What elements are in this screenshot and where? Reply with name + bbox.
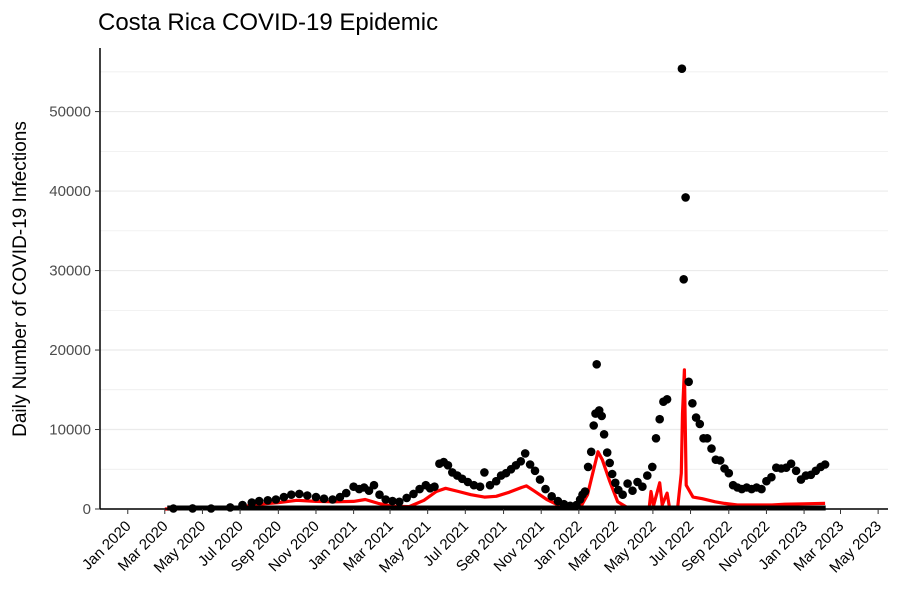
- data-point: [271, 495, 281, 504]
- data-point: [530, 466, 540, 476]
- data-point: [295, 489, 304, 499]
- y-tick-label: 0: [83, 501, 91, 518]
- data-point: [599, 430, 609, 439]
- data-point: [328, 495, 337, 504]
- data-point: [238, 500, 247, 510]
- data-point: [628, 486, 637, 496]
- data-point: [602, 448, 612, 457]
- data-point: [263, 496, 273, 505]
- data-point: [395, 497, 404, 507]
- data-point: [369, 480, 379, 490]
- data-point: [597, 411, 606, 421]
- data-point: [592, 360, 601, 369]
- data-point: [279, 492, 289, 502]
- data-point: [677, 64, 687, 73]
- data-point: [480, 468, 489, 477]
- data-point: [638, 482, 647, 492]
- data-point: [618, 490, 627, 500]
- red-line-series: [164, 368, 826, 511]
- data-point: [757, 484, 766, 494]
- data-point: [381, 495, 391, 504]
- data-point: [335, 492, 345, 502]
- data-point: [409, 489, 418, 499]
- data-point: [485, 480, 495, 490]
- data-point: [786, 459, 796, 469]
- data-point: [648, 462, 657, 472]
- data-point: [225, 503, 235, 512]
- y-tick-label: 10000: [49, 422, 91, 439]
- data-point: [341, 488, 351, 498]
- data-point: [287, 490, 296, 500]
- data-point: [820, 460, 830, 469]
- data-point: [583, 462, 593, 472]
- data-point: [681, 193, 690, 202]
- data-point: [679, 275, 688, 284]
- data-point: [580, 487, 590, 496]
- data-point: [364, 486, 374, 496]
- grid: [100, 71, 888, 510]
- data-point: [586, 447, 596, 457]
- data-point: [791, 466, 801, 476]
- data-point: [605, 458, 614, 468]
- y-tick-label: 20000: [49, 342, 91, 359]
- data-point: [715, 456, 725, 465]
- data-point: [516, 457, 526, 466]
- data-point: [695, 419, 705, 429]
- chart-title: Costa Rica COVID-19 Epidemic: [98, 9, 438, 36]
- data-point: [643, 471, 652, 480]
- data-point: [443, 461, 453, 470]
- data-point: [388, 496, 397, 506]
- data-point: [684, 377, 693, 387]
- data-point: [254, 496, 264, 506]
- data-point: [541, 484, 550, 494]
- data-point: [547, 492, 556, 501]
- data-point: [520, 449, 530, 458]
- data-point: [611, 478, 620, 488]
- data-point: [662, 395, 672, 404]
- data-point: [430, 482, 439, 492]
- data-point: [311, 492, 321, 502]
- y-tick-label: 30000: [49, 263, 91, 280]
- data-point: [623, 479, 632, 488]
- data-point: [589, 421, 598, 430]
- data-point: [724, 468, 734, 478]
- series-line: [164, 368, 826, 511]
- data-point: [303, 491, 312, 500]
- data-point: [475, 482, 485, 492]
- y-tick-label: 40000: [49, 183, 91, 200]
- data-point: [691, 413, 701, 422]
- y-tick-label: 50000: [49, 104, 91, 121]
- scatter-series: [167, 64, 830, 513]
- data-point: [402, 493, 412, 503]
- data-point: [767, 472, 776, 482]
- data-point: [651, 434, 661, 443]
- y-axis-label: Daily Number of COVID-19 Infections: [10, 121, 31, 437]
- data-point: [415, 484, 424, 494]
- data-point: [607, 469, 617, 479]
- data-point: [247, 498, 257, 507]
- data-point: [491, 476, 501, 486]
- data-point: [319, 494, 329, 504]
- data-point: [688, 399, 697, 408]
- data-point: [535, 475, 545, 484]
- data-point: [702, 434, 712, 443]
- data-point: [525, 460, 535, 469]
- data-point: [655, 414, 664, 424]
- data-point: [707, 444, 716, 453]
- data-point: [375, 490, 384, 500]
